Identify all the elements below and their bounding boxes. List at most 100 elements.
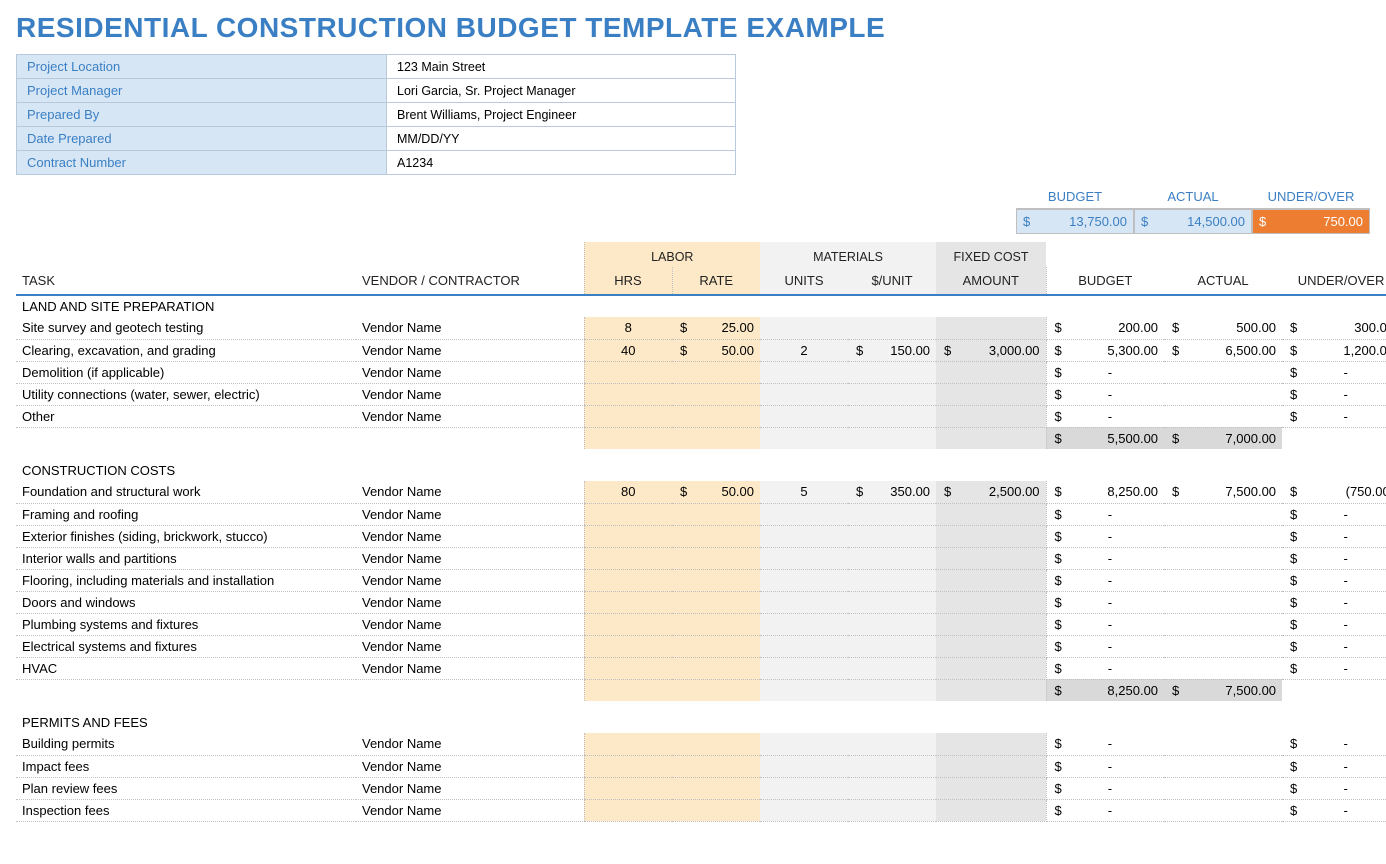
cell-vendor[interactable]: Vendor Name: [356, 657, 584, 679]
cell-fixed[interactable]: [936, 547, 1046, 569]
cell-units[interactable]: [760, 657, 848, 679]
cell-actual[interactable]: [1164, 777, 1282, 799]
cell-fixed[interactable]: [936, 755, 1046, 777]
cell-rate[interactable]: [672, 613, 760, 635]
cell-units[interactable]: 2: [760, 339, 848, 361]
cell-actual[interactable]: [1164, 591, 1282, 613]
cell-rate[interactable]: $50.00: [672, 481, 760, 503]
cell-vendor[interactable]: Vendor Name: [356, 569, 584, 591]
cell-punit[interactable]: [848, 733, 936, 755]
cell-actual[interactable]: $6,500.00: [1164, 339, 1282, 361]
cell-rate[interactable]: [672, 547, 760, 569]
cell-hrs[interactable]: [584, 755, 672, 777]
cell-vendor[interactable]: Vendor Name: [356, 481, 584, 503]
cell-units[interactable]: [760, 525, 848, 547]
cell-rate[interactable]: [672, 405, 760, 427]
cell-units[interactable]: [760, 547, 848, 569]
cell-hrs[interactable]: [584, 503, 672, 525]
cell-fixed[interactable]: [936, 383, 1046, 405]
cell-hrs[interactable]: [584, 799, 672, 821]
cell-punit[interactable]: [848, 755, 936, 777]
cell-vendor[interactable]: Vendor Name: [356, 317, 584, 339]
cell-vendor[interactable]: Vendor Name: [356, 733, 584, 755]
cell-vendor[interactable]: Vendor Name: [356, 547, 584, 569]
cell-units[interactable]: [760, 383, 848, 405]
cell-punit[interactable]: [848, 547, 936, 569]
cell-actual[interactable]: [1164, 361, 1282, 383]
cell-punit[interactable]: [848, 317, 936, 339]
cell-vendor[interactable]: Vendor Name: [356, 383, 584, 405]
info-value[interactable]: A1234: [387, 151, 736, 175]
cell-hrs[interactable]: [584, 383, 672, 405]
cell-hrs[interactable]: [584, 361, 672, 383]
cell-fixed[interactable]: [936, 317, 1046, 339]
cell-fixed[interactable]: [936, 591, 1046, 613]
cell-actual[interactable]: [1164, 613, 1282, 635]
cell-units[interactable]: [760, 799, 848, 821]
cell-fixed[interactable]: [936, 569, 1046, 591]
cell-rate[interactable]: [672, 503, 760, 525]
cell-punit[interactable]: [848, 799, 936, 821]
cell-hrs[interactable]: 40: [584, 339, 672, 361]
cell-fixed[interactable]: [936, 777, 1046, 799]
cell-hrs[interactable]: [584, 777, 672, 799]
cell-rate[interactable]: [672, 569, 760, 591]
cell-hrs[interactable]: [584, 547, 672, 569]
cell-fixed[interactable]: [936, 613, 1046, 635]
info-value[interactable]: Lori Garcia, Sr. Project Manager: [387, 79, 736, 103]
cell-actual[interactable]: [1164, 503, 1282, 525]
info-value[interactable]: 123 Main Street: [387, 55, 736, 79]
cell-rate[interactable]: [672, 635, 760, 657]
cell-hrs[interactable]: [584, 569, 672, 591]
cell-units[interactable]: [760, 777, 848, 799]
cell-actual[interactable]: [1164, 635, 1282, 657]
cell-actual[interactable]: $7,500.00: [1164, 481, 1282, 503]
cell-fixed[interactable]: [936, 525, 1046, 547]
cell-hrs[interactable]: 8: [584, 317, 672, 339]
cell-fixed[interactable]: [936, 405, 1046, 427]
cell-fixed[interactable]: [936, 657, 1046, 679]
info-value[interactable]: MM/DD/YY: [387, 127, 736, 151]
cell-vendor[interactable]: Vendor Name: [356, 503, 584, 525]
cell-actual[interactable]: [1164, 799, 1282, 821]
cell-actual[interactable]: [1164, 547, 1282, 569]
cell-units[interactable]: [760, 635, 848, 657]
cell-units[interactable]: [760, 317, 848, 339]
cell-actual[interactable]: [1164, 569, 1282, 591]
cell-rate[interactable]: [672, 799, 760, 821]
cell-hrs[interactable]: [584, 591, 672, 613]
cell-rate[interactable]: [672, 383, 760, 405]
cell-punit[interactable]: [848, 405, 936, 427]
cell-actual[interactable]: [1164, 733, 1282, 755]
cell-units[interactable]: [760, 569, 848, 591]
cell-vendor[interactable]: Vendor Name: [356, 525, 584, 547]
cell-rate[interactable]: $25.00: [672, 317, 760, 339]
cell-punit[interactable]: [848, 503, 936, 525]
cell-fixed[interactable]: $3,000.00: [936, 339, 1046, 361]
cell-hrs[interactable]: [584, 405, 672, 427]
cell-hrs[interactable]: [584, 525, 672, 547]
cell-punit[interactable]: [848, 525, 936, 547]
cell-units[interactable]: [760, 613, 848, 635]
cell-vendor[interactable]: Vendor Name: [356, 591, 584, 613]
cell-units[interactable]: [760, 591, 848, 613]
cell-units[interactable]: [760, 503, 848, 525]
cell-rate[interactable]: [672, 591, 760, 613]
cell-vendor[interactable]: Vendor Name: [356, 613, 584, 635]
cell-vendor[interactable]: Vendor Name: [356, 799, 584, 821]
cell-hrs[interactable]: [584, 657, 672, 679]
cell-punit[interactable]: [848, 635, 936, 657]
cell-punit[interactable]: [848, 569, 936, 591]
cell-hrs[interactable]: [584, 613, 672, 635]
cell-hrs[interactable]: [584, 635, 672, 657]
cell-actual[interactable]: $500.00: [1164, 317, 1282, 339]
cell-vendor[interactable]: Vendor Name: [356, 635, 584, 657]
cell-punit[interactable]: [848, 777, 936, 799]
cell-punit[interactable]: $350.00: [848, 481, 936, 503]
cell-rate[interactable]: [672, 755, 760, 777]
cell-units[interactable]: 5: [760, 481, 848, 503]
cell-punit[interactable]: [848, 613, 936, 635]
cell-actual[interactable]: [1164, 405, 1282, 427]
cell-fixed[interactable]: $2,500.00: [936, 481, 1046, 503]
cell-rate[interactable]: [672, 777, 760, 799]
